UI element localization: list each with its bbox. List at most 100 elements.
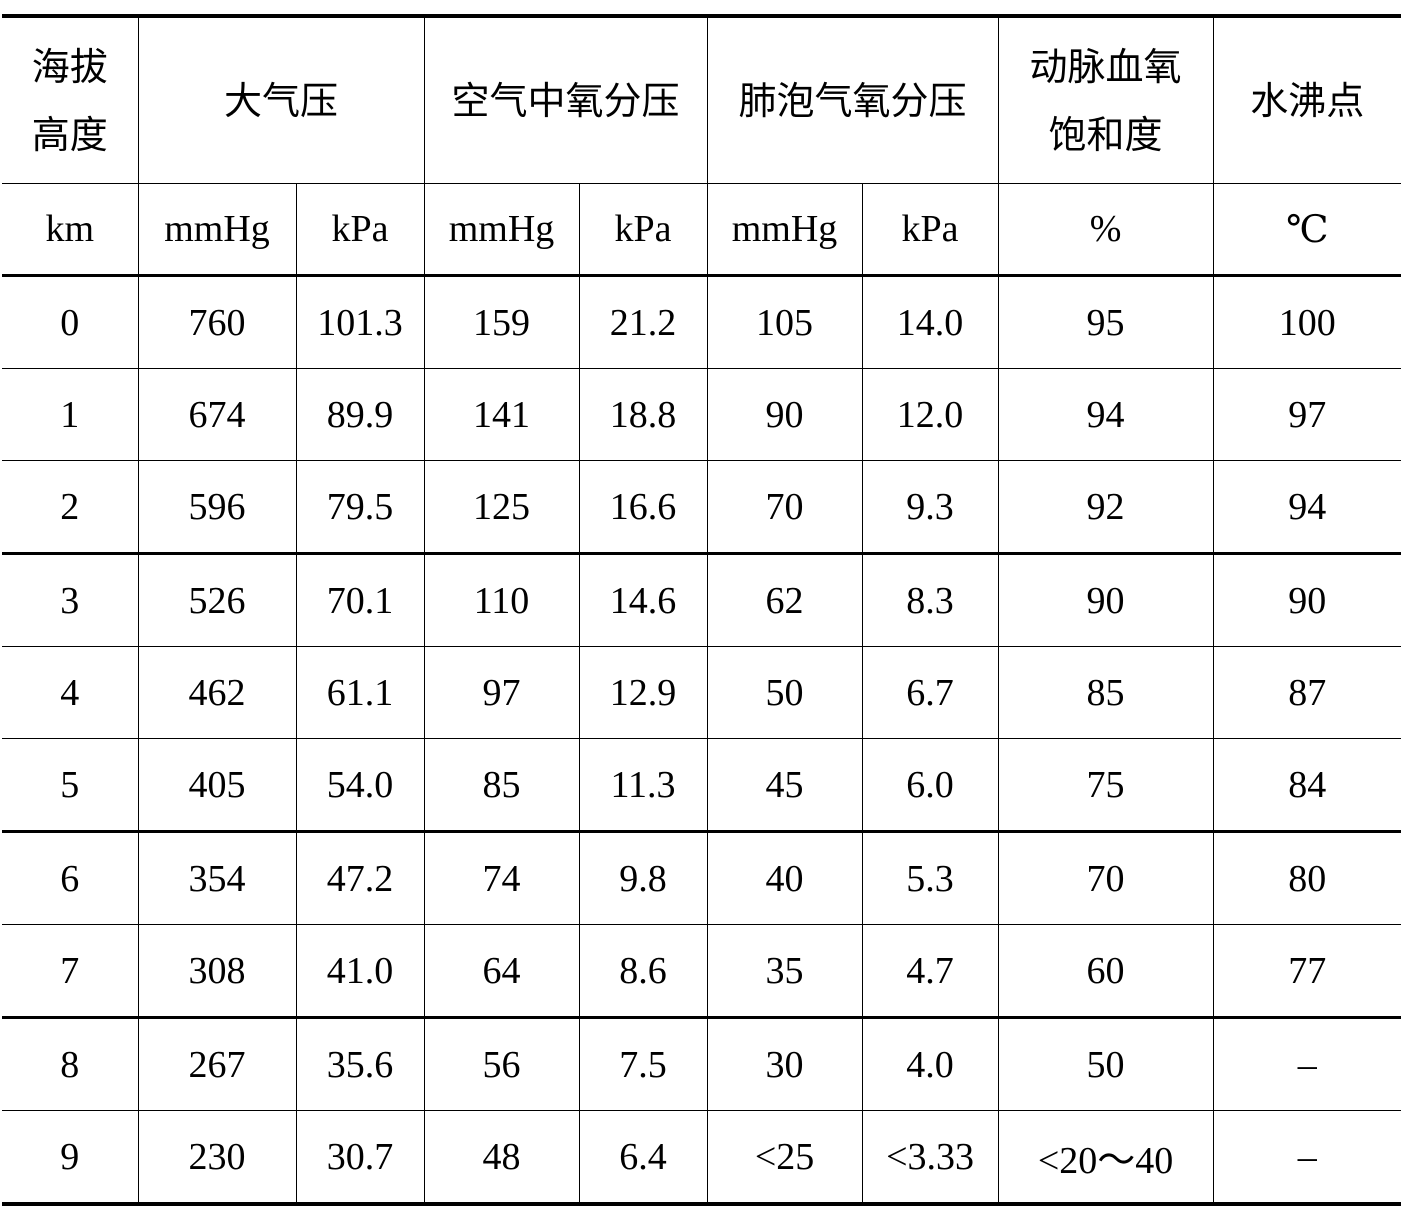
table-cell: 50 (997, 1017, 1214, 1111)
table-row: 2 596 79.5 125 16.6 70 9.3 92 94 (2, 460, 1402, 555)
table-cell: 14.6 (578, 553, 708, 647)
table-cell: 760 (137, 275, 297, 369)
table-cell: 92 (997, 460, 1214, 555)
table-cell: 2 (2, 460, 139, 555)
table-row: 6 354 47.2 74 9.8 40 5.3 70 80 (2, 831, 1402, 925)
table-cell: 35.6 (295, 1017, 425, 1111)
table-cell: 35 (706, 924, 863, 1019)
table-cell: 90 (706, 368, 863, 461)
unit-cell: kPa (861, 183, 999, 277)
table-cell: 6.4 (578, 1110, 708, 1206)
table-row: 8 267 35.6 56 7.5 30 4.0 50– (2, 1017, 1402, 1111)
table-cell: 4 (2, 646, 139, 739)
table-row: 1 674 89.9 141 18.8 90 12.0 94 97 (2, 368, 1402, 461)
table-cell: 70 (997, 831, 1214, 925)
table-row: 4 462 61.1 97 12.9 50 6.7 85 87 (2, 646, 1402, 739)
table-cell: 61.1 (295, 646, 425, 739)
table-cell: 674 (137, 368, 297, 461)
table-cell: 596 (137, 460, 297, 555)
table-cell: 8.6 (578, 924, 708, 1019)
header-atm-pressure: 大气压 (137, 14, 425, 184)
table-cell: 30.7 (295, 1110, 425, 1206)
table-cell: 80 (1212, 831, 1402, 925)
table-cell: 47.2 (295, 831, 425, 925)
table-cell: 40 (706, 831, 863, 925)
table-cell: 87 (1212, 646, 1402, 739)
table-cell: 74 (423, 831, 580, 925)
table-cell: 9.8 (578, 831, 708, 925)
table-cell: 84 (1212, 738, 1402, 833)
table-cell: 101.3 (295, 275, 425, 369)
table-cell: 90 (997, 553, 1214, 647)
table-cell: 12.9 (578, 646, 708, 739)
unit-cell: kPa (295, 183, 425, 277)
table-cell: 8 (2, 1017, 139, 1111)
table-cell: 90 (1212, 553, 1402, 647)
table-cell: 89.9 (295, 368, 425, 461)
unit-cell: mmHg (423, 183, 580, 277)
table-cell: 526 (137, 553, 297, 647)
table-cell: 0 (2, 275, 139, 369)
table-cell: 105 (706, 275, 863, 369)
table-cell: 94 (997, 368, 1214, 461)
table-cell: 3 (2, 553, 139, 647)
table-cell: 9 (2, 1110, 139, 1206)
table-cell: 30 (706, 1017, 863, 1111)
table-cell: 21.2 (578, 275, 708, 369)
table-cell: 48 (423, 1110, 580, 1206)
table-cell: 64 (423, 924, 580, 1019)
unit-cell: mmHg (137, 183, 297, 277)
table-cell: 75 (997, 738, 1214, 833)
table-cell: 95 (997, 275, 1214, 369)
table-cell: 70.1 (295, 553, 425, 647)
table-row: 5 405 54.0 85 11.3 45 6.0 75 84 (2, 738, 1402, 833)
table-cell: 462 (137, 646, 297, 739)
table-cell: 4.7 (861, 924, 999, 1019)
unit-cell: ℃ (1212, 183, 1402, 277)
table-cell: 56 (423, 1017, 580, 1111)
table-cell: 45 (706, 738, 863, 833)
table-row: 7 308 41.0 64 8.6 35 4.7 60 77 (2, 924, 1402, 1019)
table-cell: 6 (2, 831, 139, 925)
table-cell: 230 (137, 1110, 297, 1206)
table-cell: 85 (997, 646, 1214, 739)
table-cell: 79.5 (295, 460, 425, 555)
header-alveolar-o2-pressure: 肺泡气氧分压 (706, 14, 999, 184)
table-cell: 9.3 (861, 460, 999, 555)
table-cell: 6.0 (861, 738, 999, 833)
table-cell: 354 (137, 831, 297, 925)
table-cell: <25 (706, 1110, 863, 1206)
table-cell: 5.3 (861, 831, 999, 925)
table-cell: 6.7 (861, 646, 999, 739)
unit-cell: mmHg (706, 183, 863, 277)
header-boiling-point: 水沸点 (1212, 14, 1402, 184)
table-cell: 70 (706, 460, 863, 555)
unit-cell: kPa (578, 183, 708, 277)
table-cell: 50 (706, 646, 863, 739)
table-cell: 100 (1212, 275, 1402, 369)
table-cell: 5 (2, 738, 139, 833)
table-cell: 141 (423, 368, 580, 461)
table-cell: 125 (423, 460, 580, 555)
table-cell: 405 (137, 738, 297, 833)
table-cell: 41.0 (295, 924, 425, 1019)
table-cell: 54.0 (295, 738, 425, 833)
table-cell: 62 (706, 553, 863, 647)
header-air-o2-pressure: 空气中氧分压 (423, 14, 708, 184)
table-cell: 308 (137, 924, 297, 1019)
header-altitude: 海拔 高度 (2, 14, 139, 184)
table-cell: 97 (1212, 368, 1402, 461)
table-cell: 110 (423, 553, 580, 647)
table-cell: 7 (2, 924, 139, 1019)
table-cell: – (1212, 1017, 1402, 1111)
table-cell: 97 (423, 646, 580, 739)
table-cell: 12.0 (861, 368, 999, 461)
table-cell: 14.0 (861, 275, 999, 369)
table-cell: 1 (2, 368, 139, 461)
table-cell: 77 (1212, 924, 1402, 1019)
table-cell: 60 (997, 924, 1214, 1019)
table-cell: 85 (423, 738, 580, 833)
table-cell: 267 (137, 1017, 297, 1111)
table-cell: – (1212, 1110, 1402, 1206)
table-cell: 18.8 (578, 368, 708, 461)
